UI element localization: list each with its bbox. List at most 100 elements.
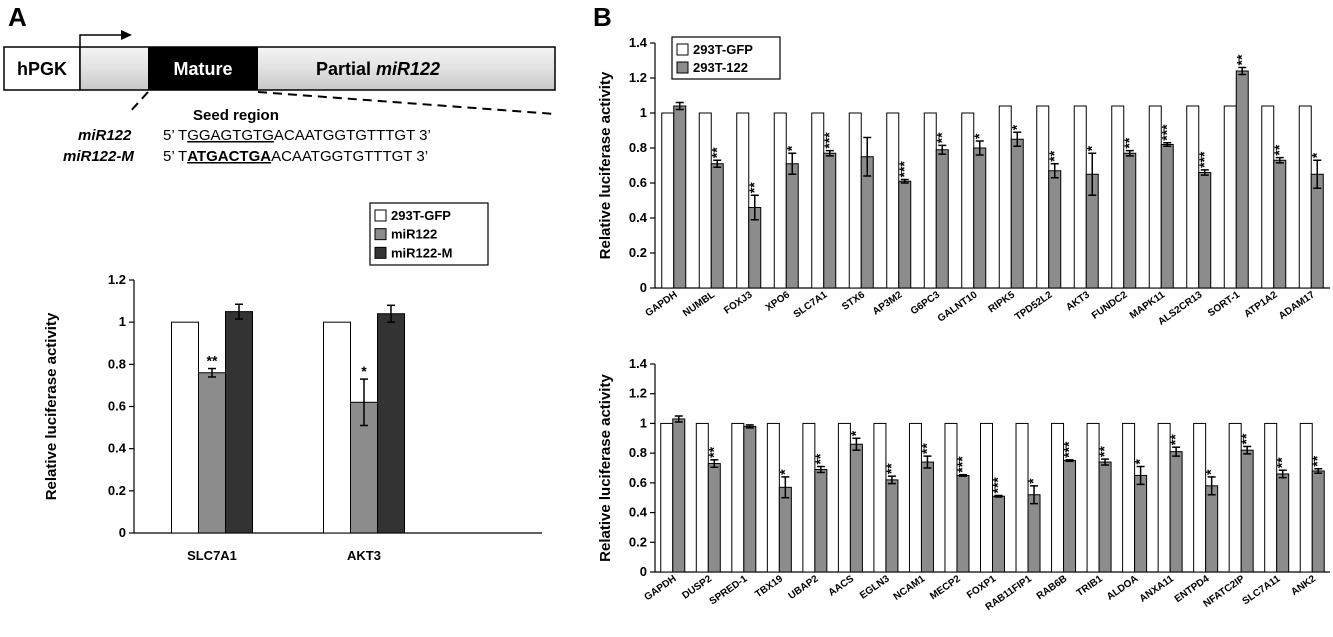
bar: [1228, 422, 1242, 573]
x-tick-label: UBAP2: [787, 573, 821, 602]
seq1-text: 5’ TGGAGTGTGACAATGGTGTTTGT 3’: [163, 127, 431, 144]
x-tick-label: RAB6B: [1035, 573, 1070, 602]
legend-swatch: [374, 209, 387, 222]
legend-box: [671, 36, 781, 80]
significance-label: **: [1271, 144, 1287, 155]
bar: [886, 112, 900, 289]
x-tick-label: ALDOA: [1105, 573, 1140, 602]
x-tick-label: GAPDH: [644, 289, 680, 319]
bar: [1310, 173, 1324, 289]
significance-label: **: [1233, 54, 1249, 65]
significance-label: **: [207, 353, 218, 369]
significance-label: *: [1308, 152, 1324, 158]
significance-label: ***: [954, 456, 970, 473]
bar: [1098, 461, 1112, 573]
y-tick-label: 0.6: [629, 475, 647, 490]
legend-label: miR122-M: [391, 245, 452, 260]
partial-label: Partial miR122: [316, 59, 440, 79]
bar: [1169, 451, 1183, 573]
y-tick-label: 0.6: [629, 175, 647, 190]
y-tick-label: 0.8: [629, 140, 647, 155]
bar: [1261, 105, 1275, 289]
bar: [873, 422, 887, 573]
x-tick-label: SORT-1: [1206, 289, 1242, 319]
seed-region-label: Seed region: [193, 107, 279, 124]
construct-diagram: hPGK Mature Partial miR122: [3, 30, 556, 115]
bar: [661, 112, 675, 289]
bar: [837, 422, 851, 573]
y-tick-label: 1: [640, 105, 647, 120]
transcription-arrowhead: [121, 30, 132, 40]
y-tick-label: 0.2: [108, 483, 126, 498]
y-tick-label: 0: [640, 280, 647, 295]
bar: [1273, 159, 1287, 289]
x-tick-label: SLC7A1: [187, 548, 237, 563]
bar: [1223, 105, 1237, 289]
bar: [1015, 422, 1029, 573]
significance-label: *: [783, 145, 799, 151]
bar: [1276, 473, 1290, 573]
significance-label: *: [1008, 124, 1024, 130]
bar: [998, 105, 1012, 289]
x-tick-label: AKT3: [347, 548, 381, 563]
bar: [660, 422, 674, 573]
legend-box: [369, 202, 489, 266]
bar: [743, 425, 757, 573]
x-tick-label: SPRED-1: [708, 573, 750, 607]
x-tick-label: ANK2: [1289, 573, 1318, 598]
bar: [1086, 422, 1100, 573]
bar: [802, 422, 816, 573]
y-axis-label: Relative luciferase activity: [597, 374, 614, 562]
significance-label: **: [1309, 455, 1325, 466]
bar: [1122, 422, 1136, 573]
significance-label: *: [776, 469, 792, 475]
bar: [785, 163, 799, 289]
partial-name: miR122: [376, 59, 440, 79]
significance-label: ***: [821, 132, 837, 149]
significance-label: *: [361, 363, 367, 379]
x-tick-label: XPO6: [764, 289, 793, 314]
partial-prefix: Partial: [316, 59, 376, 79]
seq1-seed: GGAGTGTG: [187, 127, 274, 144]
bar: [1160, 144, 1174, 289]
significance-label: *: [1083, 145, 1099, 151]
y-tick-label: 0: [640, 564, 647, 579]
bar: [1235, 70, 1249, 289]
bar: [973, 147, 987, 289]
significance-label: **: [1238, 433, 1254, 444]
bar: [171, 321, 199, 534]
significance-label: ***: [896, 161, 912, 178]
bar: [1240, 449, 1254, 573]
significance-label: ***: [990, 477, 1006, 494]
promoter-label: hPGK: [17, 59, 67, 79]
y-tick-label: 0.4: [629, 210, 648, 225]
x-tick-label: NCAM1: [892, 573, 928, 603]
x-tick-label: TPD52L2: [1013, 289, 1055, 323]
bar: [731, 422, 745, 573]
bar: [377, 313, 405, 534]
bar: [1048, 170, 1062, 289]
significance-label: ***: [1061, 441, 1077, 458]
x-tick-label: NUMBL: [681, 289, 717, 319]
bar: [956, 474, 970, 573]
significance-label: **: [933, 132, 949, 143]
bar: [1298, 105, 1312, 289]
y-tick-label: 0.8: [108, 356, 126, 371]
seq2-prefix: 5’ T: [163, 148, 187, 165]
significance-label: **: [918, 443, 934, 454]
bar: [1123, 152, 1137, 289]
bar: [710, 163, 724, 289]
bar: [944, 422, 958, 573]
seq2-seed: ATGACTGA: [187, 148, 271, 165]
bar: [920, 461, 934, 573]
x-tick-label: SLC7A11: [1241, 573, 1283, 607]
x-tick-label: MECP2: [928, 573, 963, 602]
x-tick-label: GAPDH: [643, 573, 679, 603]
bar: [698, 112, 712, 289]
significance-label: **: [1096, 446, 1112, 457]
legend-label: 293T-GFP: [693, 42, 753, 57]
chart-b2: 0 0.2 0.4 0.6 0.8 1 1.2 1.4 Relative luciferase …: [597, 356, 1330, 613]
bar: [935, 149, 949, 289]
bar: [1198, 172, 1212, 289]
significance-label: **: [708, 147, 724, 158]
